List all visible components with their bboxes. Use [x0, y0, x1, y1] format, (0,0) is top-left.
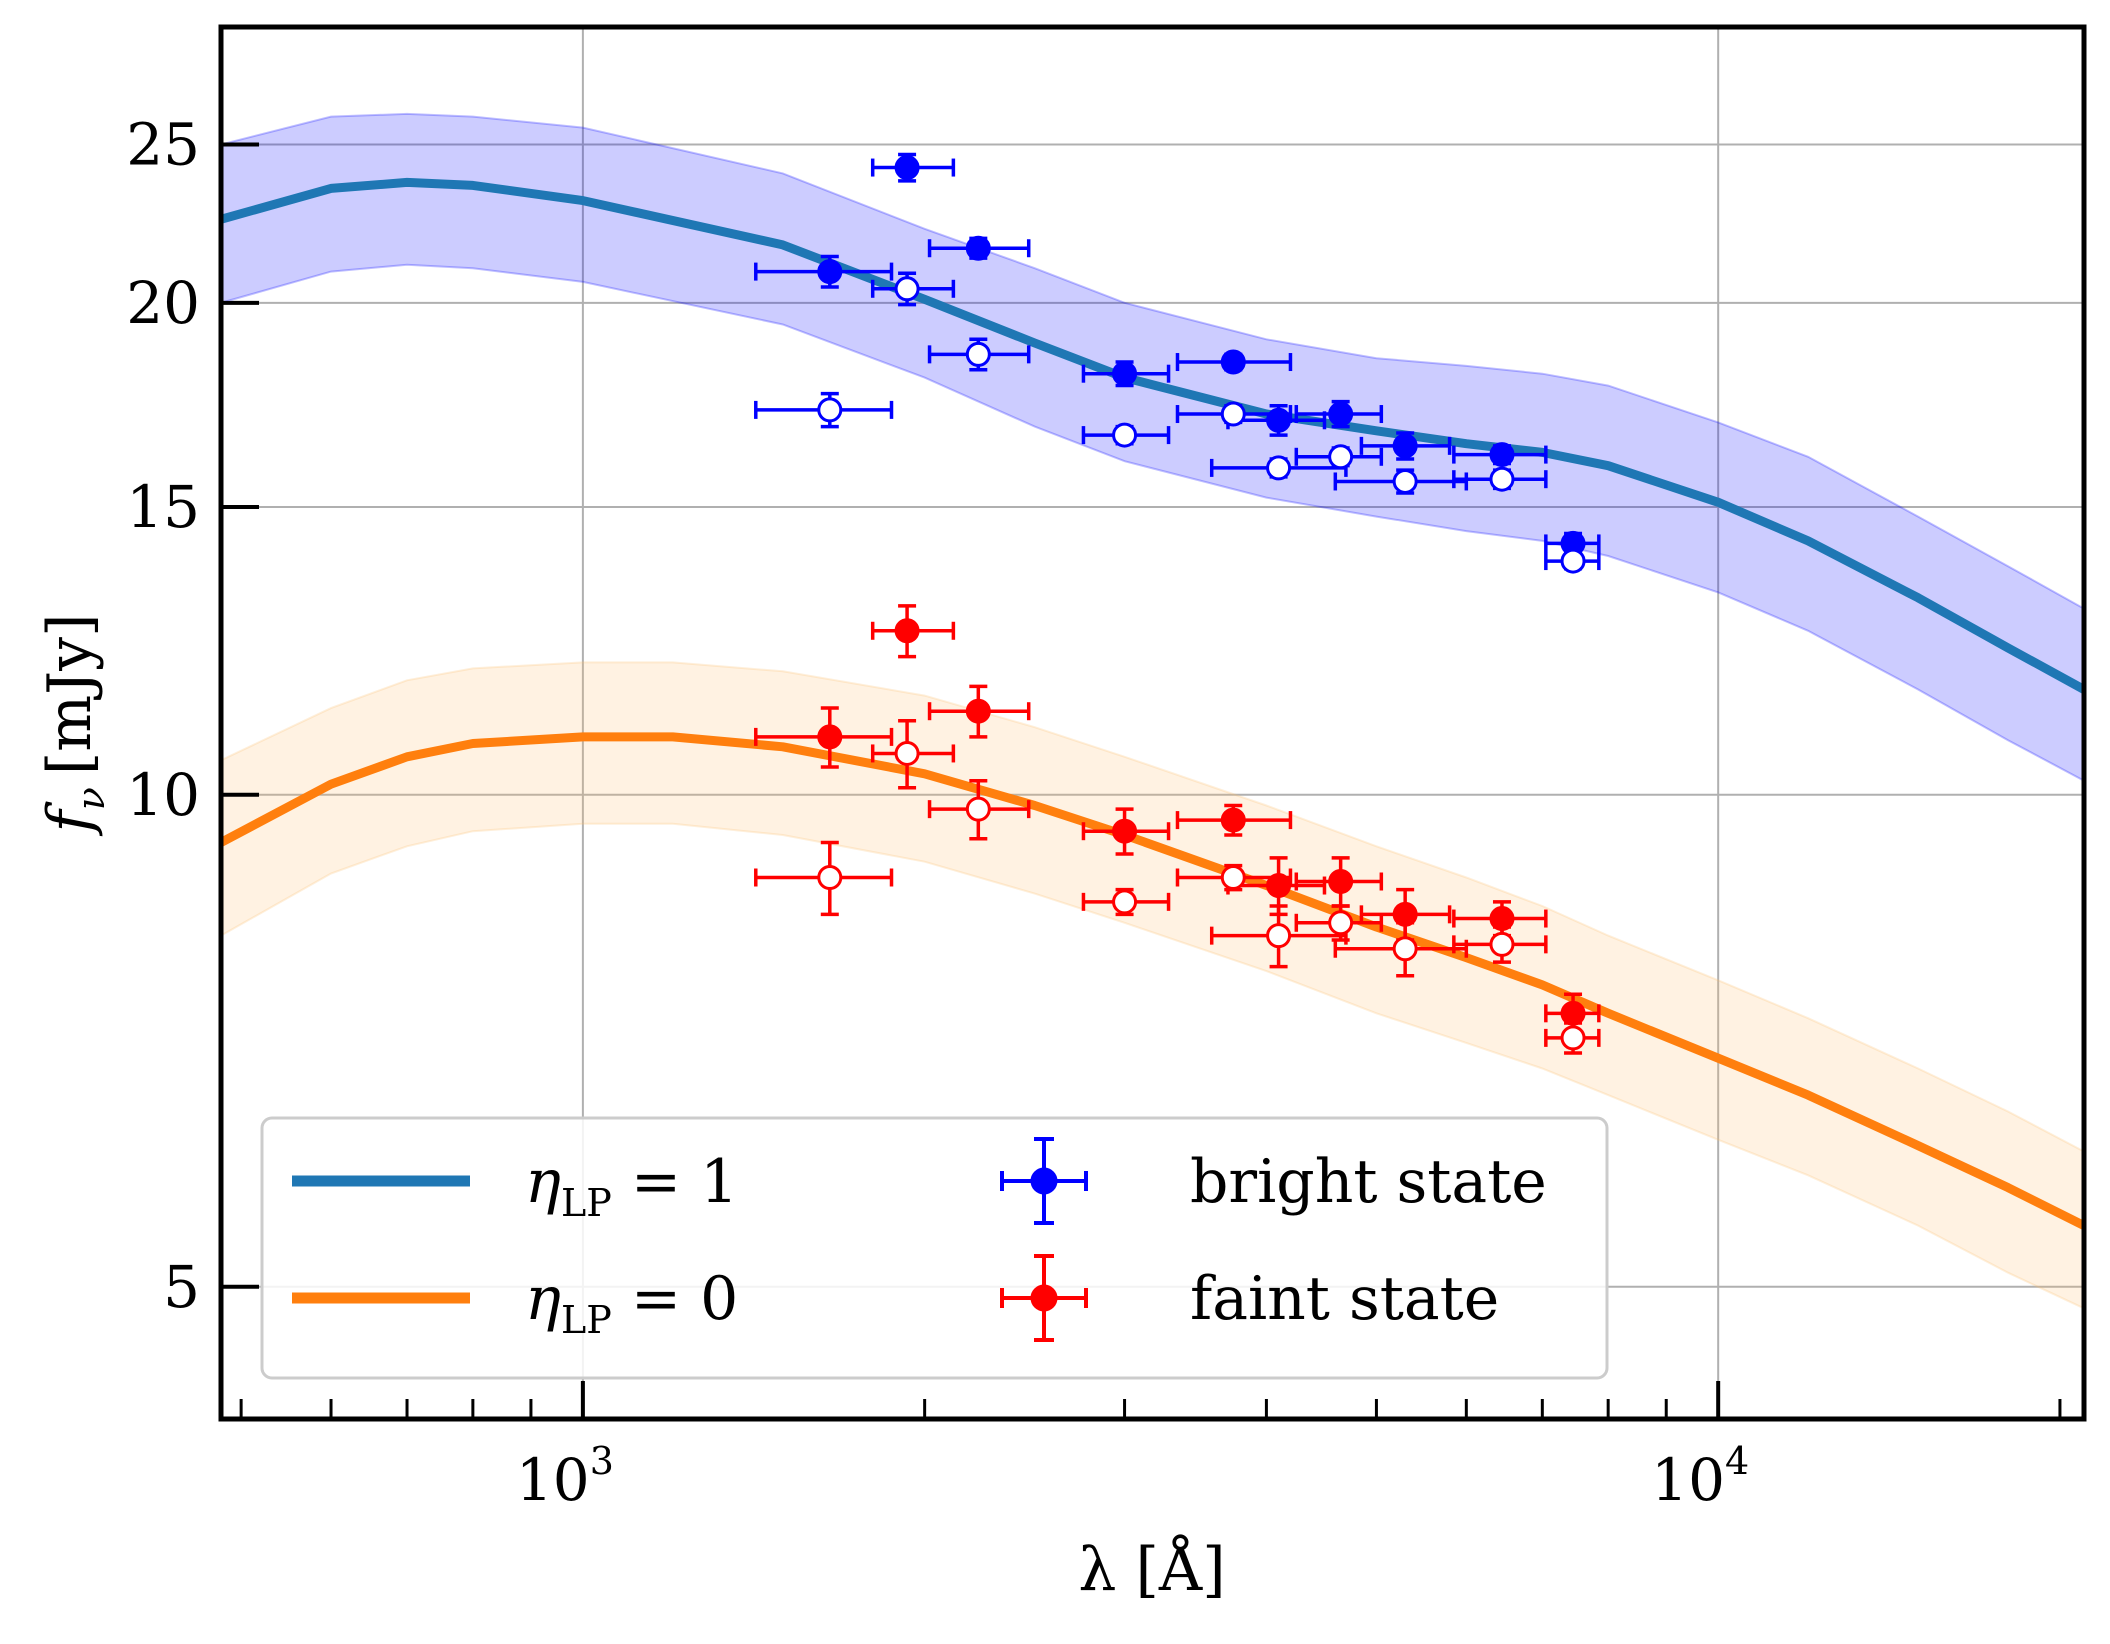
filled-marker: [894, 155, 920, 181]
x-axis-label: λ [Å]: [1078, 1534, 1225, 1605]
legend-label-eta-0: ηLP = 0: [525, 1264, 738, 1342]
bright-point: [870, 271, 956, 307]
model-band-0: [221, 112, 2084, 782]
bright-point: [1294, 444, 1384, 470]
y-tick-label: 20: [126, 269, 200, 337]
open-marker: [1328, 910, 1354, 936]
y-tick-label: 15: [126, 473, 200, 541]
filled-marker: [1220, 349, 1246, 375]
bright-point: [927, 235, 1031, 261]
filled-marker: [817, 724, 843, 750]
bright-point: [754, 391, 894, 429]
faint-point: [754, 840, 894, 917]
open-marker: [1489, 931, 1515, 957]
filled-marker: [1220, 807, 1246, 833]
filled-marker: [1328, 869, 1354, 895]
faint-point: [1333, 921, 1469, 978]
bright-point: [754, 254, 894, 289]
faint-point: [1294, 904, 1384, 942]
data-points: [754, 152, 1601, 1055]
open-marker: [965, 796, 991, 822]
model-bands: [221, 112, 2084, 1310]
open-marker: [1266, 455, 1292, 481]
y-axis-label: fν[mJy]: [35, 614, 113, 837]
bright-point: [1081, 422, 1171, 448]
x-tick-labels: 103 104: [516, 1439, 1749, 1514]
bright-point: [1359, 431, 1452, 461]
bright-point: [1452, 442, 1548, 468]
bright-point: [927, 337, 1031, 372]
x-tick-label: 104: [1651, 1439, 1749, 1514]
legend-marker-dot: [1030, 1284, 1058, 1312]
faint-point: [1175, 803, 1293, 837]
open-marker: [1392, 936, 1418, 962]
bright-point: [1333, 468, 1469, 495]
filled-marker: [1328, 401, 1354, 427]
open-marker: [1266, 923, 1292, 949]
open-marker: [817, 865, 843, 891]
legend-box: [260, 1116, 1609, 1380]
filled-marker: [894, 618, 920, 644]
filled-marker: [1489, 442, 1515, 468]
open-marker: [817, 397, 843, 423]
open-marker: [1220, 865, 1246, 891]
faint-point: [1175, 863, 1293, 892]
open-marker: [894, 740, 920, 766]
open-marker: [1112, 422, 1138, 448]
legend-marker-faint: [1000, 1254, 1088, 1342]
open-marker: [1560, 548, 1586, 574]
x-tick-label: 103: [516, 1439, 614, 1514]
legend-label-bright: bright state: [1190, 1147, 1547, 1217]
model-band-1: [221, 661, 2084, 1310]
legend-label-eta-1: ηLP = 1: [525, 1147, 738, 1225]
legend-marker-bright: [1000, 1137, 1088, 1225]
filled-marker: [1392, 433, 1418, 459]
faint-point: [1452, 925, 1548, 964]
filled-marker: [1112, 361, 1138, 387]
bright-point: [1175, 349, 1293, 375]
open-marker: [1220, 401, 1246, 427]
filled-marker: [817, 259, 843, 285]
open-marker: [894, 276, 920, 302]
faint-point: [927, 684, 1031, 739]
filled-marker: [1560, 1000, 1586, 1026]
bright-point: [1452, 466, 1548, 492]
bright-point: [870, 152, 956, 183]
open-marker: [1392, 468, 1418, 494]
bright-point: [1175, 401, 1293, 427]
model-line-1: [221, 732, 2084, 1230]
faint-point: [927, 778, 1031, 841]
faint-point: [1081, 807, 1171, 856]
svg-text:fν[mJy]: fν[mJy]: [35, 614, 113, 837]
legend-marker-dot: [1030, 1167, 1058, 1195]
filled-marker: [1112, 818, 1138, 844]
open-marker: [965, 341, 991, 367]
faint-point: [1081, 887, 1171, 917]
open-marker: [1112, 889, 1138, 915]
bright-point: [1544, 548, 1601, 574]
legend: ηLP = 1 ηLP = 0 bright state faint state: [260, 1116, 1609, 1380]
y-tick-label: 25: [126, 110, 200, 178]
faint-point: [870, 604, 956, 659]
legend-label-faint: faint state: [1190, 1264, 1499, 1334]
filled-marker: [965, 235, 991, 261]
y-tick-label: 10: [126, 761, 200, 829]
open-marker: [1489, 466, 1515, 492]
faint-point: [1209, 904, 1348, 969]
faint-point: [870, 718, 956, 790]
y-tick-labels: 5 10 15 20 25: [126, 110, 200, 1320]
bright-point: [1294, 399, 1384, 429]
faint-point: [754, 706, 894, 769]
plot-frame: [218, 24, 2087, 1422]
filled-marker: [965, 698, 991, 724]
axis-ticks: [221, 142, 2062, 1419]
bright-point: [1081, 360, 1171, 388]
faint-point: [1544, 1021, 1601, 1055]
open-marker: [1328, 444, 1354, 470]
open-marker: [1560, 1025, 1586, 1051]
y-tick-label: 5: [163, 1253, 200, 1321]
